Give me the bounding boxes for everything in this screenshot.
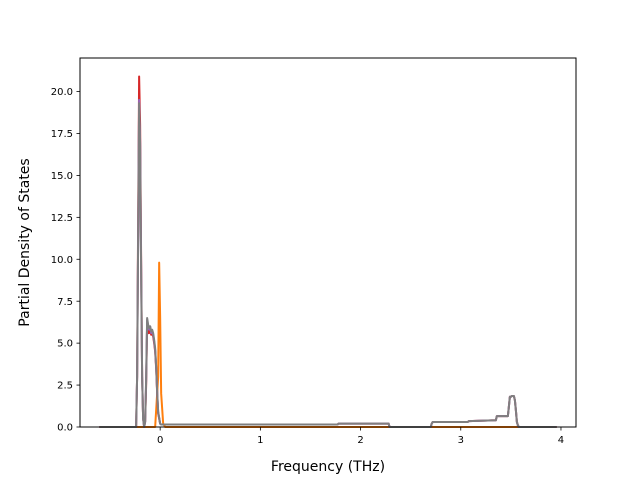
- y-tick-label: 10.0: [51, 255, 73, 266]
- plot-frame: [79, 57, 577, 428]
- y-tick-label: 5.0: [57, 339, 73, 350]
- y-tick-label: 12.5: [51, 213, 73, 224]
- x-axis-ticks: 0 1 2 3 4: [157, 427, 564, 446]
- x-tick-label: 0: [157, 435, 163, 446]
- x-tick-label: 3: [458, 435, 464, 446]
- y-tick-label: 17.5: [51, 129, 73, 140]
- x-tick-label: 4: [558, 435, 564, 446]
- x-axis-label: Frequency (THz): [271, 459, 385, 475]
- y-tick-label: 7.5: [57, 297, 73, 308]
- series-layer: [99, 75, 557, 428]
- y-axis-ticks: 0.0 2.5 5.0 7.5 10.0 12.5 15.0 17.5 20.0: [51, 87, 80, 434]
- series-line-1: [99, 261, 557, 428]
- y-tick-label: 20.0: [51, 87, 73, 98]
- y-tick-label: 0.0: [57, 423, 73, 434]
- y-tick-label: 15.0: [51, 171, 73, 182]
- y-tick-label: 2.5: [57, 381, 73, 392]
- x-tick-label: 1: [257, 435, 263, 446]
- series-line-4: [99, 102, 557, 428]
- plot-area-background: [80, 58, 576, 427]
- y-axis-label: Partial Density of States: [17, 158, 33, 326]
- x-tick-label: 2: [357, 435, 363, 446]
